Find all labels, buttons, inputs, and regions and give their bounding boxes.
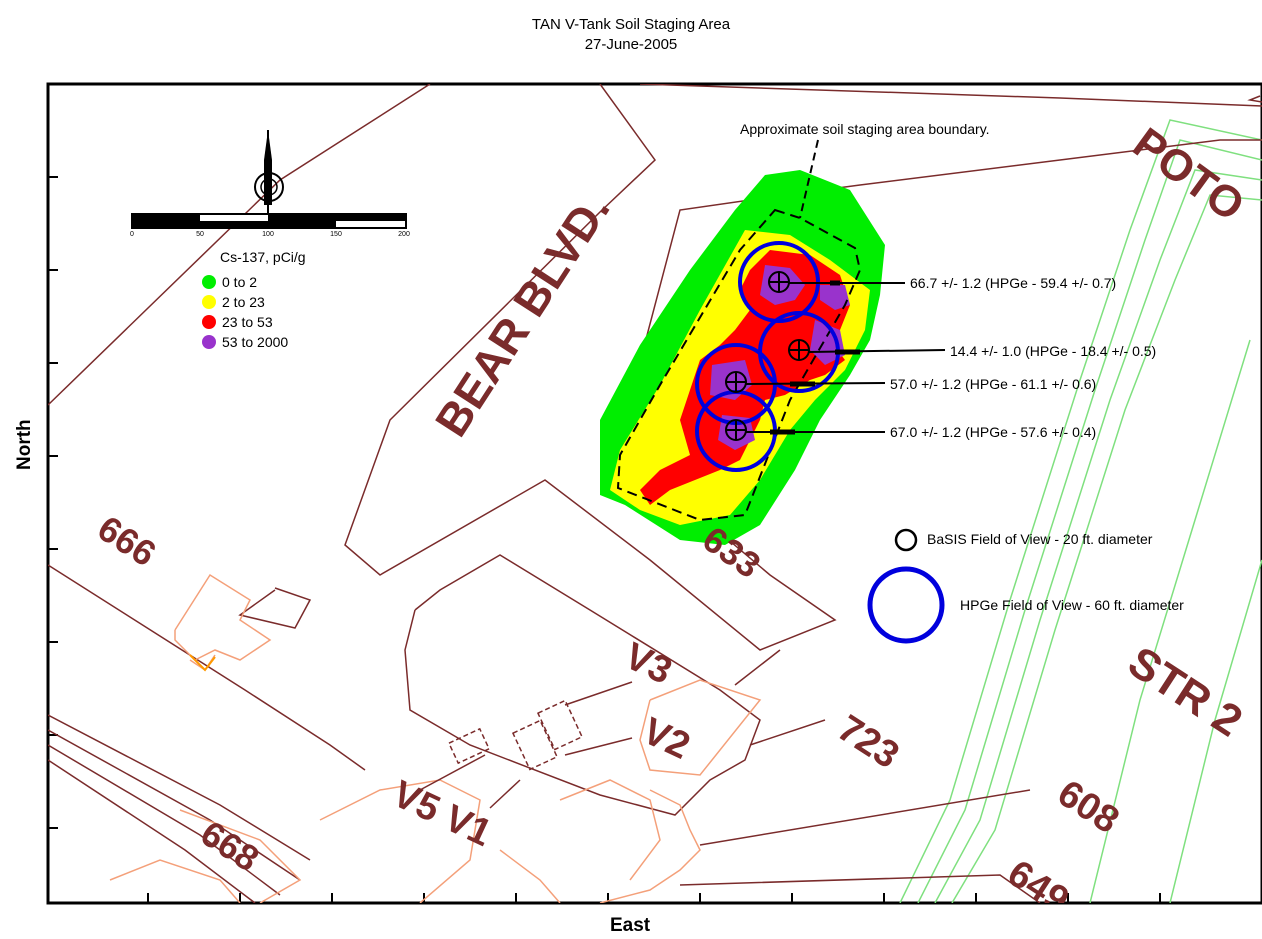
scale-tick-label: 200	[398, 231, 410, 238]
building-649-label: 649	[1000, 852, 1076, 922]
measurement-label: 14.4 +/- 1.0 (HPGe - 18.4 +/- 0.5)	[950, 343, 1156, 359]
v-tank-outlines	[447, 699, 584, 771]
basis-fov-label: BaSIS Field of View - 20 ft. diameter	[927, 531, 1153, 547]
legend-label: 23 to 53	[222, 314, 273, 330]
basis-markers	[725, 271, 810, 441]
building-outlines	[109, 573, 762, 903]
building-608-label: 608	[1050, 772, 1126, 842]
str-road-label: STR 2	[1120, 637, 1251, 746]
scale-bar	[131, 213, 407, 229]
x-axis-label: East	[610, 915, 651, 936]
poto-road-label: POTO	[1124, 118, 1253, 230]
v5-v1-tank-label: V5 V1	[386, 773, 498, 855]
legend-label: 0 to 2	[222, 274, 257, 290]
building-723-label: 723	[830, 707, 906, 777]
scale-tick-label: 0	[130, 231, 134, 238]
building-666-label: 666	[91, 507, 164, 574]
cs137-legend: Cs-137, pCi/g 0 to 2 2 to 23 23 to 53 53…	[202, 249, 306, 350]
legend-swatch-23-53	[202, 315, 216, 329]
map-title: TAN V-Tank Soil Staging Area	[531, 16, 731, 33]
building-highlight	[189, 654, 216, 672]
north-arrow-icon	[254, 130, 284, 228]
legend-label: 2 to 23	[222, 294, 265, 310]
basis-fov-icon	[894, 528, 918, 552]
bear-blvd-label: BEAR BLVD.	[425, 184, 620, 445]
hpge-fov-label: HPGe Field of View - 60 ft. diameter	[960, 597, 1184, 613]
sample-leaders	[745, 280, 946, 435]
legend-swatch-53-2000	[202, 335, 216, 349]
map-date: 27-June-2005	[584, 36, 678, 53]
scale-tick-label: 150	[330, 231, 342, 238]
building-668-label: 668	[194, 812, 267, 879]
rail-lines	[899, 119, 1262, 903]
boundary-note: Approximate soil staging area boundary.	[740, 121, 990, 137]
cs137-contours	[600, 170, 885, 545]
legend-title: Cs-137, pCi/g	[220, 249, 306, 265]
legend-swatch-2-23	[202, 295, 216, 309]
scale-tick-label: 50	[196, 231, 204, 238]
measurement-label: 66.7 +/- 1.2 (HPGe - 59.4 +/- 0.7)	[910, 275, 1116, 291]
axis-ticks	[48, 176, 1161, 903]
legend-swatch-0-2	[202, 275, 216, 289]
measurement-label: 67.0 +/- 1.2 (HPGe - 57.6 +/- 0.4)	[890, 424, 1096, 440]
measurement-label: 57.0 +/- 1.2 (HPGe - 61.1 +/- 0.6)	[890, 376, 1096, 392]
scale-tick-label: 100	[262, 231, 274, 238]
label-pointers	[419, 649, 1031, 846]
staging-boundary	[616, 208, 862, 522]
legend-label: 53 to 2000	[222, 334, 288, 350]
hpge-fov-icon	[867, 566, 945, 644]
boundary-leader	[799, 139, 819, 219]
